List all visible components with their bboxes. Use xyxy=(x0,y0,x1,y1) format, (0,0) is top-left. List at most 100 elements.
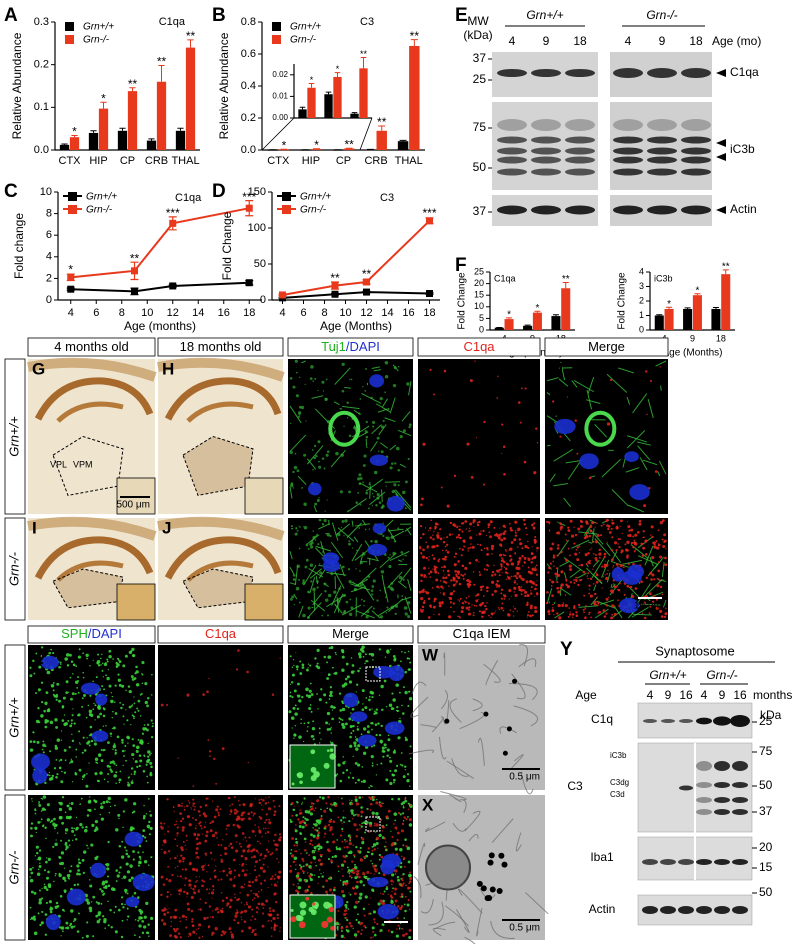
texture-dot xyxy=(161,919,164,922)
texture-dot xyxy=(251,932,252,933)
texture-dot xyxy=(530,592,532,594)
texture-dot xyxy=(593,553,595,555)
texture-dot xyxy=(386,607,388,609)
texture-dot xyxy=(117,674,119,676)
band xyxy=(714,906,730,914)
texture-dot xyxy=(294,828,295,829)
texture-dot xyxy=(402,712,405,715)
panel-letter: K xyxy=(292,359,305,378)
texture-dot xyxy=(429,576,431,578)
texture-dot xyxy=(102,915,104,917)
y-tick-label: 4 xyxy=(46,251,52,263)
texture-dot xyxy=(305,841,307,843)
texture-dot xyxy=(432,554,434,556)
texture-dot xyxy=(185,845,186,846)
texture-dot xyxy=(481,549,483,551)
texture-dot xyxy=(364,706,367,709)
y-tick-label: 20 xyxy=(474,278,484,288)
texture-dot xyxy=(138,700,141,703)
texture-dot xyxy=(222,839,223,840)
texture-dot xyxy=(271,935,273,937)
texture-dot xyxy=(452,533,453,534)
gold-particle xyxy=(498,853,504,859)
texture-dot xyxy=(610,589,613,592)
texture-dot xyxy=(470,379,473,382)
nucleus xyxy=(31,753,50,770)
texture-dot xyxy=(392,707,394,709)
texture-dot xyxy=(116,765,118,767)
texture-dot xyxy=(130,828,133,831)
nucleus xyxy=(32,768,47,784)
texture-dot xyxy=(41,888,42,889)
texture-dot xyxy=(47,671,51,675)
vesicle xyxy=(426,846,470,890)
texture-dot xyxy=(352,871,355,874)
texture-dot xyxy=(71,759,72,760)
texture-dot xyxy=(297,695,298,696)
texture-dot xyxy=(65,832,67,834)
texture-dot xyxy=(361,815,363,817)
texture-dot xyxy=(517,546,518,547)
texture-dot xyxy=(150,856,152,858)
texture-dot xyxy=(473,614,475,616)
texture-dot xyxy=(384,890,386,892)
texture-dot xyxy=(333,591,336,594)
texture-dot xyxy=(313,771,320,778)
x-tick-label: 6 xyxy=(93,307,99,319)
texture-dot xyxy=(333,673,335,675)
texture-dot xyxy=(254,869,256,871)
texture-dot xyxy=(479,571,481,573)
texture-dot xyxy=(311,806,313,808)
texture-dot xyxy=(34,932,38,936)
texture-dot xyxy=(221,910,224,913)
texture-dot xyxy=(181,805,183,807)
band xyxy=(497,157,527,164)
arrowhead xyxy=(716,69,726,77)
texture-dot xyxy=(486,564,488,566)
significance: ** xyxy=(130,251,140,265)
texture-dot xyxy=(129,690,132,693)
texture-dot xyxy=(377,764,378,765)
texture-dot xyxy=(104,663,107,666)
texture-dot xyxy=(551,594,554,597)
texture-dot xyxy=(374,540,378,544)
texture-dot xyxy=(405,507,407,509)
texture-dot xyxy=(566,581,567,582)
texture-dot xyxy=(573,579,575,581)
texture-dot xyxy=(650,534,651,535)
texture-dot xyxy=(86,935,89,938)
texture-dot xyxy=(36,852,38,854)
y-tick-label: 25 xyxy=(474,266,484,276)
header-part: Tuj1 xyxy=(321,339,346,354)
texture-dot xyxy=(499,543,502,546)
texture-dot xyxy=(472,521,474,523)
texture-dot xyxy=(407,773,409,775)
texture-dot xyxy=(588,593,590,595)
texture-dot xyxy=(193,868,195,870)
texture-dot xyxy=(289,695,291,697)
texture-dot xyxy=(186,849,187,850)
texture-dot xyxy=(358,876,361,879)
texture-dot xyxy=(196,847,199,850)
texture-dot xyxy=(496,397,498,399)
texture-dot xyxy=(145,701,148,704)
point xyxy=(246,205,253,212)
texture-dot xyxy=(325,511,326,512)
texture-dot xyxy=(620,539,621,540)
lane-label: 16 xyxy=(733,688,747,702)
texture-dot xyxy=(107,781,109,783)
texture-dot xyxy=(500,607,503,610)
texture-dot xyxy=(230,870,232,872)
texture-dot xyxy=(336,848,339,851)
texture-dot xyxy=(496,586,498,588)
texture-dot xyxy=(380,685,383,688)
texture-dot xyxy=(147,750,150,753)
texture-dot xyxy=(187,815,190,818)
header-part: 4 months old xyxy=(54,339,128,354)
texture-dot xyxy=(118,909,121,912)
texture-dot xyxy=(359,824,361,826)
texture-dot xyxy=(496,580,498,582)
texture-dot xyxy=(274,883,277,886)
texture-dot xyxy=(319,869,320,870)
zoom-line xyxy=(360,118,372,150)
